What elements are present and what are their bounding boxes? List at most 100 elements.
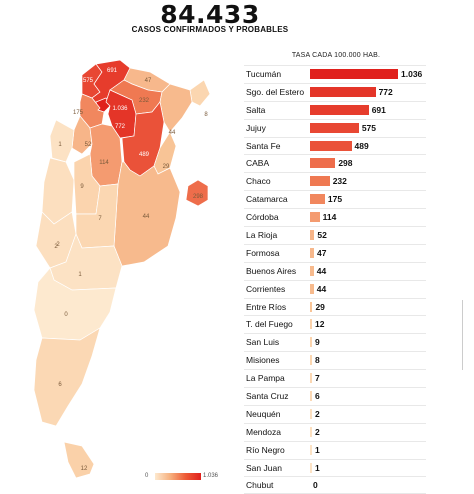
province-catamarca xyxy=(79,93,105,129)
province-san-juan xyxy=(49,119,75,163)
bar-value-label: 6 xyxy=(315,391,320,402)
bar-row: La Pampa 7 xyxy=(244,369,426,387)
bar-row: Corrientes 44 xyxy=(244,279,426,298)
province-value-label: 1 xyxy=(58,142,62,148)
bar-value-label: 1 xyxy=(315,462,320,473)
province-value-label: 44 xyxy=(169,130,176,136)
bar xyxy=(310,140,352,151)
bar-category-label: Chubut xyxy=(246,480,274,491)
bar-row: Jujuy 575 xyxy=(244,118,426,137)
total-cases-caption: CASOS CONFIRMADOS Y PROBABLES xyxy=(131,25,289,34)
bar xyxy=(310,176,330,187)
bar-row: Entre Ríos 29 xyxy=(244,297,426,316)
bar xyxy=(310,212,320,223)
bar-row: Chaco 232 xyxy=(244,172,426,190)
bar-category-label: Sgo. del Estero xyxy=(246,86,305,97)
bar xyxy=(310,247,314,258)
bar-value-label: 298 xyxy=(338,158,353,169)
bar-value-label: 575 xyxy=(361,122,377,133)
bar-value-label: 8 xyxy=(315,355,320,366)
bar-category-label: CABA xyxy=(246,158,270,169)
bar xyxy=(310,194,325,205)
bar-row: Chubut 0 xyxy=(244,476,426,494)
bar xyxy=(310,462,312,473)
bar xyxy=(310,104,369,115)
bar xyxy=(310,158,336,169)
argentina-choropleth-map: 5756911.03647232772844175521114489292982… xyxy=(33,59,211,479)
bar xyxy=(310,283,314,294)
bar-row: Córdoba 114 xyxy=(244,208,426,226)
province-value-label: 44 xyxy=(143,214,150,220)
province-caba xyxy=(185,179,209,207)
bar xyxy=(310,230,315,241)
bar-category-label: Chaco xyxy=(246,176,271,187)
bar-category-label: Formosa xyxy=(246,247,280,258)
rate-bar-chart: Tucumán 1.036 Sgo. del Estero 772 Salta 6 9 1 Ju… xyxy=(244,65,426,494)
province-value-label: 232 xyxy=(139,98,150,104)
bar-row: Catamarca 175 xyxy=(244,190,426,208)
province-value-label: 691 xyxy=(107,68,118,74)
rate-column-header: TASA CADA 100.000 HAB. xyxy=(291,52,381,59)
province-value-label: 1.036 xyxy=(112,106,128,112)
bar-category-label: San Juan xyxy=(246,462,282,473)
bar-value-label: 47 xyxy=(316,247,327,258)
province-value-label: 489 xyxy=(139,152,150,158)
bar-category-label: Tucumán xyxy=(246,69,282,79)
bar-category-label: Catamarca xyxy=(246,194,288,205)
bar-row: CABA 298 xyxy=(244,154,426,172)
legend-gradient-bar xyxy=(155,473,201,480)
province-value-label: 114 xyxy=(99,160,109,166)
province-value-label: 47 xyxy=(145,78,152,84)
bar-value-label: 29 xyxy=(315,301,325,312)
bar-row: Tucumán 1.036 xyxy=(244,65,426,83)
bar-row: Santa Cruz 6 xyxy=(244,387,426,405)
bar-value-label: 9 xyxy=(315,337,320,348)
bar-value-label: 232 xyxy=(332,176,347,187)
province-value-label: 6 xyxy=(58,382,62,388)
province-value-label: 52 xyxy=(85,142,92,148)
bar xyxy=(310,86,376,97)
province-santa-cruz xyxy=(33,327,101,427)
bar-category-label: Salta xyxy=(246,104,266,115)
bar-category-label: Buenos Aires xyxy=(246,265,297,276)
bar-category-label: La Pampa xyxy=(246,373,285,384)
province-tierra-del-fuego xyxy=(63,441,95,479)
bar xyxy=(310,355,312,366)
bar xyxy=(310,265,314,276)
bar-row: La Rioja 52 xyxy=(244,226,426,244)
bar-row: Buenos Aires 44 xyxy=(244,261,426,280)
bar-row: Santa Fe 489 xyxy=(244,136,426,155)
province-corrientes xyxy=(159,83,193,133)
bar-row: San Luis 9 xyxy=(244,333,426,351)
province-value-label: 9 xyxy=(80,184,84,190)
bar-value-label: 0 xyxy=(313,480,318,491)
bar-row: San Juan 1 xyxy=(244,458,426,477)
bar xyxy=(310,69,398,79)
bar-row: Neuquén 2 xyxy=(244,404,426,423)
bar-value-label: 44 xyxy=(316,265,327,276)
province-cordoba xyxy=(89,123,123,187)
province-value-label: 1 xyxy=(78,272,82,278)
bar-category-label: Neuquén xyxy=(246,408,281,419)
province-value-label: 2 xyxy=(56,242,60,248)
bar-value-label: 175 xyxy=(327,194,343,205)
bar xyxy=(310,373,312,384)
province-value-label: 7 xyxy=(98,216,102,222)
bar xyxy=(310,426,312,437)
bar-category-label: Santa Cruz xyxy=(246,391,289,402)
bar-row: Sgo. del Estero 772 xyxy=(244,82,426,101)
bar xyxy=(310,301,313,312)
bar-value-label: 114 xyxy=(322,212,337,223)
bar-category-label: T. del Fuego xyxy=(246,319,293,330)
bar-value-label: 489 xyxy=(354,140,369,151)
bar-value-label: 44 xyxy=(316,283,327,294)
bar-category-label: Santa Fe xyxy=(246,140,281,151)
bar-row: Mendoza 2 xyxy=(244,422,426,441)
province-value-label: 298 xyxy=(193,194,204,200)
province-value-label: 12 xyxy=(81,466,88,472)
divider xyxy=(462,300,463,370)
bar-row: Formosa 47 xyxy=(244,243,426,262)
legend-max-label: 1.036 xyxy=(203,473,219,479)
bar-category-label: Corrientes xyxy=(246,283,286,294)
province-value-label: 175 xyxy=(73,110,84,116)
